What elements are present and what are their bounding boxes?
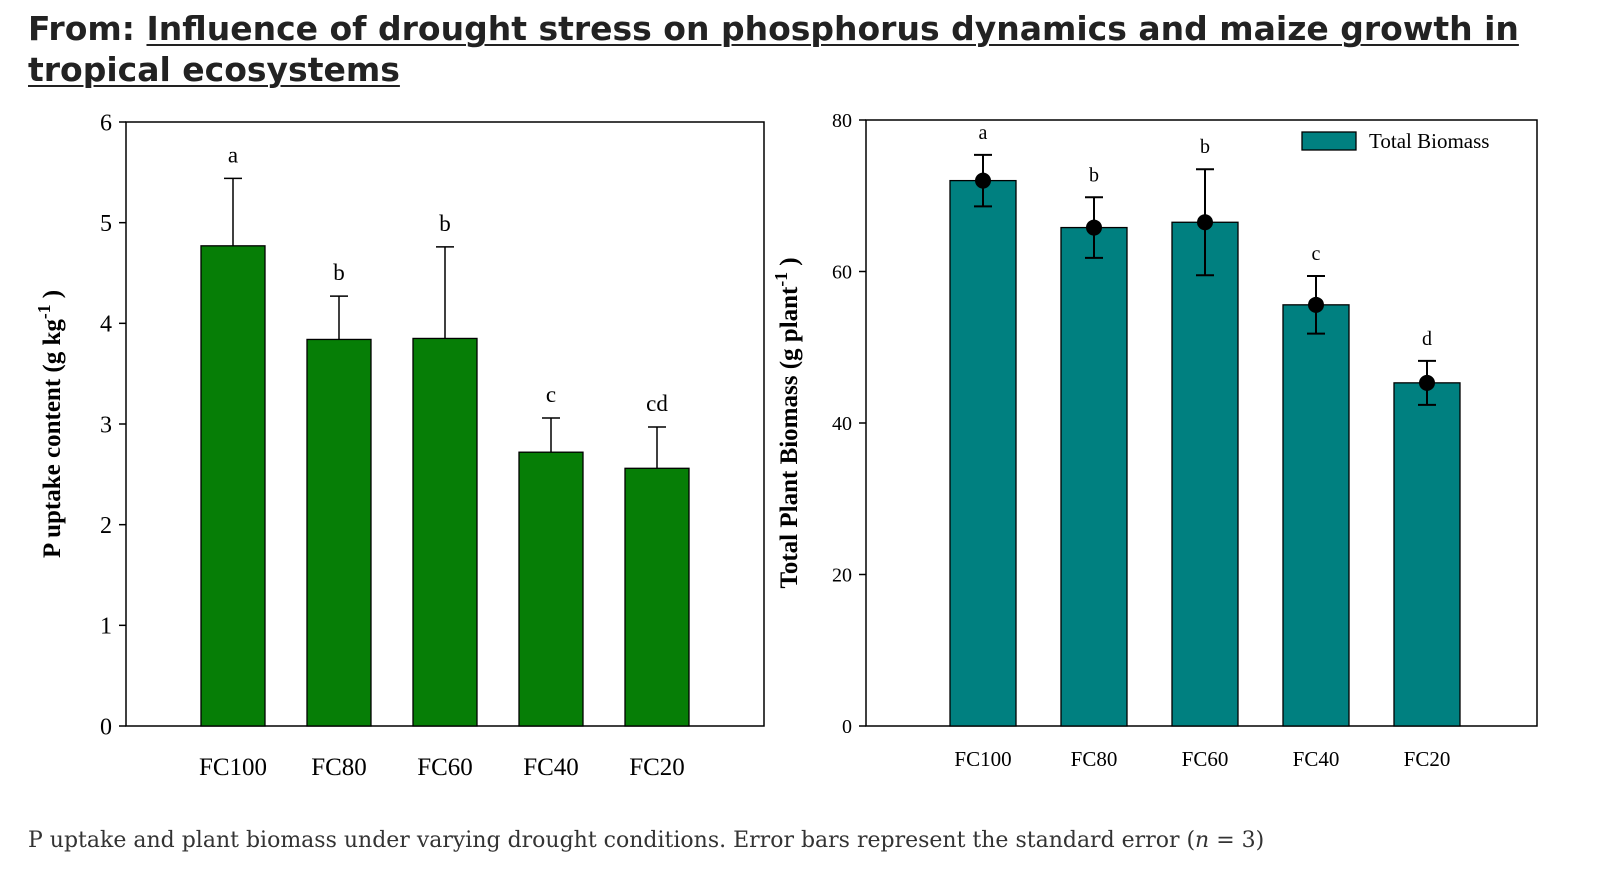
- y-tick-label: 2: [100, 513, 112, 539]
- category-label: FC80: [311, 754, 367, 781]
- category-label: FC40: [523, 754, 579, 781]
- y-tick-label: 1: [100, 614, 112, 640]
- significance-letter: c: [1312, 243, 1321, 265]
- significance-letter: a: [979, 122, 988, 144]
- y-tick-label: 80: [832, 110, 852, 132]
- y-axis-label: P uptake content (g kg-1 ): [34, 290, 66, 558]
- bar-fc60: [1171, 221, 1239, 727]
- category-label: FC20: [1404, 747, 1451, 771]
- mean-marker: [1419, 374, 1435, 391]
- category-label: FC60: [1182, 747, 1229, 771]
- mean-marker: [1197, 214, 1213, 231]
- bar-fc40: [518, 451, 584, 727]
- figure-heading: From: Influence of drought stress on pho…: [28, 8, 1588, 90]
- legend-swatch: [1301, 131, 1357, 151]
- y-tick-label: 5: [100, 211, 112, 237]
- bar-fc100: [200, 245, 266, 727]
- mean-marker: [1308, 296, 1324, 313]
- category-label: FC40: [1293, 747, 1340, 771]
- y-tick-label: 3: [100, 412, 112, 438]
- y-tick-label: 0: [842, 716, 852, 738]
- category-label: FC60: [417, 754, 473, 781]
- y-tick-label: 60: [832, 262, 852, 284]
- significance-letter: b: [1089, 164, 1099, 186]
- bar-fc20: [1393, 382, 1461, 727]
- caption-text-after: = 3): [1209, 828, 1265, 853]
- total-biomass-chart: 0 20 40 60 80 Total Plant Biomass (g plant-1 …: [771, 110, 1538, 771]
- bar-fc80: [306, 338, 372, 727]
- figure-caption: P uptake and plant biomass under varying…: [28, 828, 1264, 853]
- significance-letter: c: [546, 382, 556, 407]
- significance-letter: b: [1200, 136, 1210, 158]
- y-tick-label: 0: [100, 714, 112, 740]
- category-label: FC100: [954, 747, 1011, 771]
- significance-letter: d: [1422, 328, 1432, 350]
- mean-marker: [975, 172, 991, 189]
- significance-letter: cd: [646, 391, 668, 416]
- mean-marker: [1086, 219, 1102, 236]
- bar-fc100: [949, 179, 1017, 727]
- y-tick-label: 40: [832, 413, 852, 435]
- y-tick-label: 20: [832, 565, 852, 587]
- bar-fc40: [1282, 304, 1350, 727]
- bar-fc20: [624, 467, 690, 727]
- article-title-link[interactable]: Influence of drought stress on phosphoru…: [28, 9, 1519, 89]
- legend-label: Total Biomass: [1369, 129, 1489, 153]
- significance-letter: a: [228, 142, 238, 167]
- y-tick-label: 4: [100, 312, 112, 338]
- significance-letter: b: [439, 211, 451, 236]
- bar-fc60: [412, 337, 478, 727]
- caption-n-symbol: n: [1195, 828, 1210, 853]
- caption-text-before: P uptake and plant biomass under varying…: [28, 828, 1196, 853]
- heading-prefix: From:: [28, 9, 135, 48]
- bar-fc80: [1060, 226, 1128, 727]
- y-axis-label: Total Plant Biomass (g plant-1 ): [771, 257, 803, 588]
- category-label: FC80: [1071, 747, 1118, 771]
- significance-letter: b: [333, 260, 345, 285]
- category-label: FC100: [199, 754, 267, 781]
- y-tick-label: 6: [100, 110, 112, 136]
- category-label: FC20: [629, 754, 685, 781]
- p-uptake-chart: 0 1 2 3 4 5 6 P uptake content (g kg-1 ) a FC100 b…: [34, 110, 765, 781]
